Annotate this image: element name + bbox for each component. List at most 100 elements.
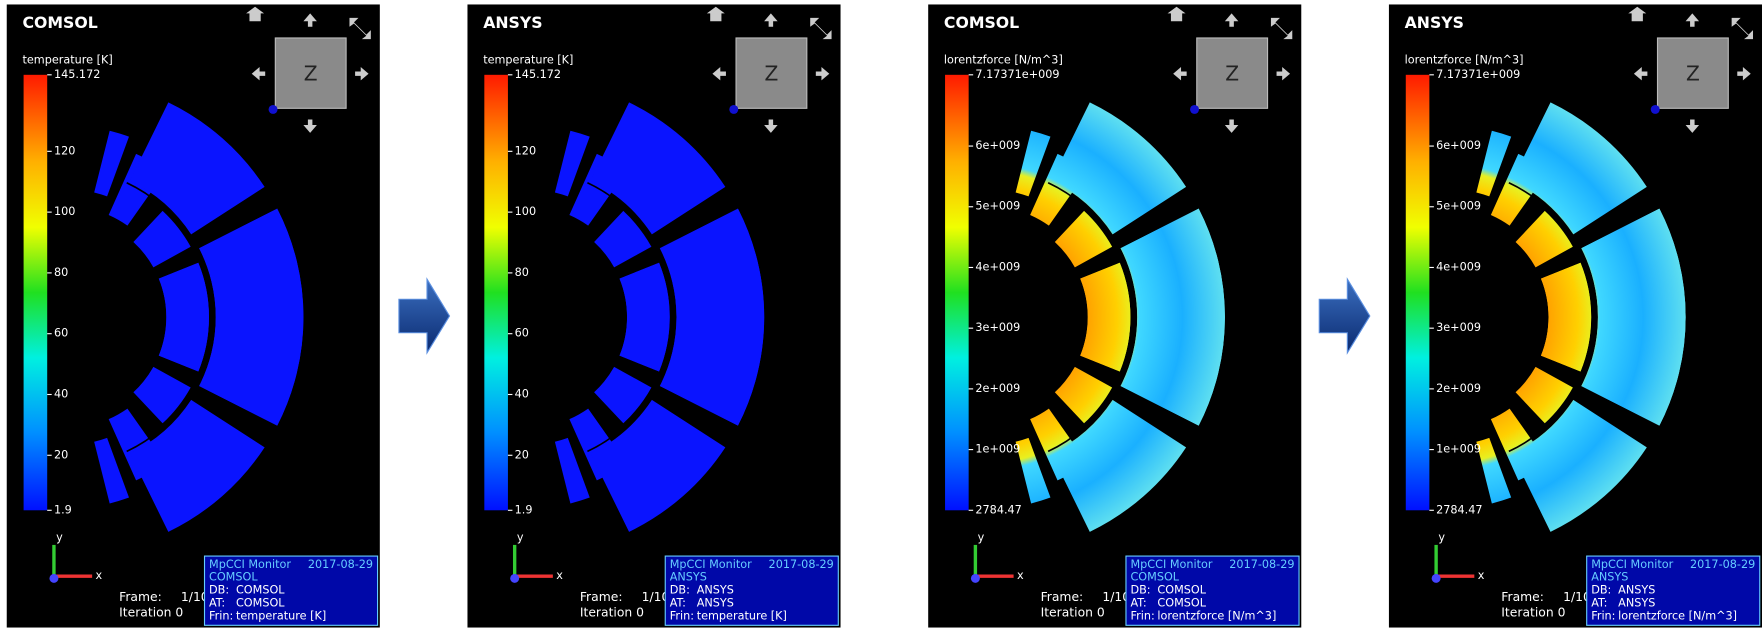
info-key: AT: xyxy=(209,597,225,610)
info-key: DB: xyxy=(1591,584,1611,597)
colorbar-tick-label: 3e+009 xyxy=(1436,321,1481,334)
info-key: AT: xyxy=(1130,597,1146,610)
colorbar-tick-label: 6e+009 xyxy=(975,139,1020,152)
info-date: 2017-08-29 xyxy=(1690,558,1755,571)
colorbar-tick-label: 7.17371e+009 xyxy=(1436,68,1520,81)
colorbar-title: lorentzforce [N/m^3] xyxy=(944,53,1063,66)
colorbar-title: temperature [K] xyxy=(483,53,573,66)
axis-x-label: x xyxy=(556,569,563,582)
frame-label: Frame: xyxy=(580,590,623,604)
axis-z xyxy=(1432,574,1441,583)
info-value: temperature [K] xyxy=(236,609,326,622)
colorbar-tick-label: 20 xyxy=(54,448,68,461)
info-key: DB: xyxy=(1130,584,1150,597)
axis-x-label: x xyxy=(1017,569,1024,582)
axis-z xyxy=(971,574,980,583)
colorbar-tick-label: 120 xyxy=(54,144,75,157)
axis-z xyxy=(49,574,58,583)
info-key: Frin: xyxy=(670,609,694,622)
viewer-panel: ANSYStemperature [K]145.1721201008060402… xyxy=(467,4,840,627)
colorbar xyxy=(945,75,969,510)
iteration: Iteration 0 xyxy=(1041,606,1105,620)
viewer-panel: ANSYSlorentzforce [N/m^3]7.17371e+0096e+… xyxy=(1389,4,1762,627)
colorbar-tick-label: 40 xyxy=(515,388,529,401)
frame-label: Frame: xyxy=(119,590,162,604)
info-key: DB: xyxy=(209,584,229,597)
info-key: Frin: xyxy=(1130,609,1154,622)
screenshot: COMSOLtemperature [K]145.172120100806040… xyxy=(0,0,1762,632)
info-key: AT: xyxy=(1591,597,1607,610)
info-key: DB: xyxy=(670,584,690,597)
axis-x-label: x xyxy=(1478,569,1485,582)
info-code: ANSYS xyxy=(670,570,707,583)
info-date: 2017-08-29 xyxy=(308,558,373,571)
colorbar xyxy=(1406,75,1430,510)
info-value: temperature [K] xyxy=(697,609,787,622)
colorbar-tick-label: 4e+009 xyxy=(975,260,1020,273)
colorbar-tick-label: 1.9 xyxy=(515,503,533,516)
colorbar-tick-label: 1e+009 xyxy=(975,443,1020,456)
panel-title: ANSYS xyxy=(1405,13,1464,32)
flow-arrow xyxy=(399,279,450,353)
info-app: MpCCI Monitor xyxy=(209,558,291,571)
colorbar-tick-label: 145.172 xyxy=(54,68,100,81)
info-code: ANSYS xyxy=(1591,570,1628,583)
flow-arrow xyxy=(1319,279,1370,353)
cube-origin xyxy=(1190,105,1199,114)
cube-origin xyxy=(1651,105,1660,114)
iteration: Iteration 0 xyxy=(1501,606,1565,620)
info-app: MpCCI Monitor xyxy=(1130,558,1212,571)
colorbar-tick-label: 80 xyxy=(515,266,529,279)
info-app: MpCCI Monitor xyxy=(670,558,752,571)
colorbar-tick-label: 60 xyxy=(54,327,68,340)
info-date: 2017-08-29 xyxy=(1229,558,1294,571)
axis-y-label: y xyxy=(56,531,63,544)
viewer-panel: COMSOL lorentzforce [N/m^3] 7.17371e+009 6e… xyxy=(928,4,1301,627)
colorbar xyxy=(24,75,48,510)
colorbar-tick-label: 80 xyxy=(54,266,68,279)
info-code: COMSOL xyxy=(1130,570,1179,583)
viewer-panel: COMSOLtemperature [K]145.172120100806040… xyxy=(7,4,380,627)
panel-title: COMSOL xyxy=(944,13,1019,32)
colorbar-tick-label: 5e+009 xyxy=(1436,200,1481,213)
colorbar-tick-label: 2784.47 xyxy=(1436,503,1482,516)
colorbar-tick-label: 145.172 xyxy=(515,68,561,81)
colorbar-tick-label: 3e+009 xyxy=(975,321,1020,334)
info-value: ANSYS xyxy=(1618,597,1655,610)
info-value: ANSYS xyxy=(697,597,734,610)
view-cube-label: Z xyxy=(1686,61,1700,85)
iteration: Iteration 0 xyxy=(580,606,644,620)
colorbar-tick-label: 60 xyxy=(515,327,529,340)
info-key: AT: xyxy=(670,597,686,610)
colorbar-tick-label: 100 xyxy=(54,205,75,218)
colorbar-tick-label: 1.9 xyxy=(54,503,72,516)
colorbar-tick-label: 2784.47 xyxy=(975,503,1021,516)
colorbar-tick-label: 4e+009 xyxy=(1436,260,1481,273)
info-key: Frin: xyxy=(209,609,233,622)
axis-y-label: y xyxy=(517,531,524,544)
axis-x-label: x xyxy=(96,569,103,582)
colorbar-tick-label: 7.17371e+009 xyxy=(975,68,1059,81)
view-cube-label: Z xyxy=(765,61,779,85)
axis-y-label: y xyxy=(978,531,985,544)
info-app: MpCCI Monitor xyxy=(1591,558,1673,571)
panel-title: ANSYS xyxy=(483,13,542,32)
colorbar xyxy=(484,75,508,510)
view-cube-label: Z xyxy=(1225,61,1239,85)
cube-origin xyxy=(269,105,278,114)
frame-label: Frame: xyxy=(1041,590,1084,604)
cube-origin xyxy=(729,105,738,114)
info-value: COMSOL xyxy=(236,597,285,610)
colorbar-title: lorentzforce [N/m^3] xyxy=(1405,53,1524,66)
colorbar-title: temperature [K] xyxy=(22,53,112,66)
info-value: ANSYS xyxy=(697,584,734,597)
info-value: lorentzforce [N/m^3] xyxy=(1618,609,1737,622)
frame-label: Frame: xyxy=(1501,590,1544,604)
axis-y-label: y xyxy=(1438,531,1445,544)
info-date: 2017-08-29 xyxy=(769,558,834,571)
panel-title: COMSOL xyxy=(22,13,97,32)
colorbar-tick-label: 100 xyxy=(515,205,536,218)
iteration: Iteration 0 xyxy=(119,606,183,620)
colorbar-tick-label: 120 xyxy=(515,144,536,157)
info-value: COMSOL xyxy=(1157,597,1206,610)
